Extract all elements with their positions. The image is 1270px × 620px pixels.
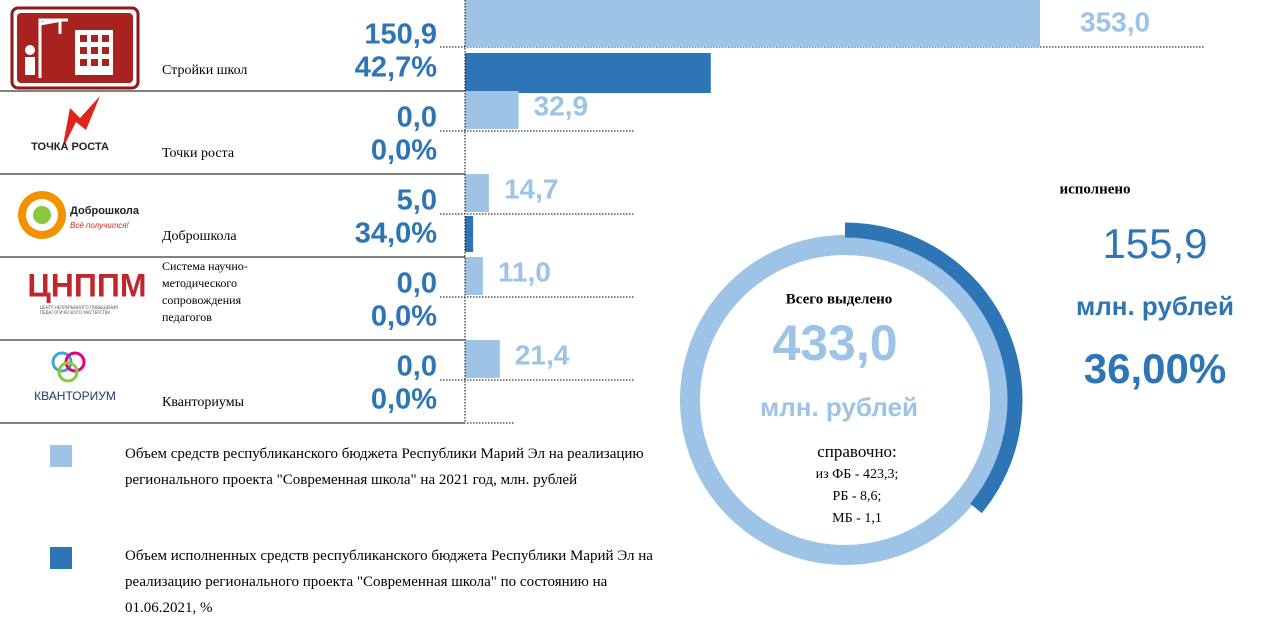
percent-label: 42,7%	[355, 52, 437, 84]
logo-tochka: ТОЧКА РОСТА	[31, 96, 109, 153]
value-label-allocated: 14,7	[504, 173, 559, 204]
legend-label: Объем средств республиканского бюджета Р…	[125, 446, 644, 488]
category-label: Система научно-методического сопровожден…	[162, 259, 248, 324]
logo-dobroshkola: Доброшкола Всё получится!	[18, 191, 140, 239]
percent-label: 0,0%	[371, 135, 437, 167]
text-box: Объем средств республиканского бюджета Р…	[125, 446, 644, 488]
note-title: справочно:	[817, 442, 897, 461]
value-label-executed: 0,0	[397, 351, 437, 383]
percent-label: 0,0%	[371, 384, 437, 416]
legend-swatch	[50, 547, 72, 569]
legend-label: Объем исполненных средств республиканско…	[125, 548, 653, 616]
category-label: Доброшкола	[162, 229, 237, 244]
category-label: Стройки школ	[162, 63, 248, 78]
logo-school	[10, 6, 140, 90]
arc-executed	[844, 222, 1023, 514]
logo-text: ТОЧКА РОСТА	[31, 141, 109, 153]
category-label: Кванториумы	[162, 395, 244, 410]
category-label: Точки роста	[162, 146, 235, 161]
bar-allocated	[465, 257, 483, 295]
logo-text: КВАНТОРИУМ	[34, 389, 116, 403]
text-box: Кванториумы	[162, 395, 244, 410]
bar-allocated	[465, 0, 1040, 47]
logo-text: Доброшкола	[70, 205, 140, 217]
executed-label: 155,9	[1102, 220, 1207, 267]
percent-label: 0,0%	[371, 301, 437, 333]
executed-unit: млн. рублей	[1076, 291, 1234, 321]
value-label-allocated: 11,0	[498, 256, 551, 287]
text-box: Система научно-методического сопровожден…	[162, 259, 248, 324]
value-label-executed: 5,0	[397, 185, 437, 217]
bar-allocated	[465, 340, 500, 378]
value-label-executed: 0,0	[397, 102, 437, 134]
value-label-allocated: 21,4	[515, 339, 570, 370]
bar-executed	[465, 216, 474, 252]
note-line: РБ - 8,6;	[833, 489, 882, 504]
logo-subtitle: ЦЕНТР НЕПРЕРЫВНОГО ПОВЫШЕНИЯ ПЕДАГОГИЧЕС…	[40, 305, 118, 315]
value-label-executed: 0,0	[397, 268, 437, 300]
total-label: 433,0	[772, 315, 897, 371]
logo-cnppm: ЦНППМ ЦЕНТР НЕПРЕРЫВНОГО ПОВЫШЕНИЯ ПЕДАГ…	[27, 267, 146, 315]
donut-title: Всего выделено	[786, 291, 892, 307]
text-box: Точки роста	[162, 146, 235, 161]
logo-text: ЦНППМ	[27, 267, 146, 303]
value-label-executed: 150,9	[364, 19, 437, 51]
value-label-allocated: 353,0	[1080, 6, 1150, 37]
executed-title: исполнено	[1059, 181, 1130, 197]
percent-label: 36,00%	[1084, 345, 1226, 392]
ring-total	[680, 235, 1010, 565]
percent-label: 34,0%	[355, 218, 437, 250]
value-label-allocated: 32,9	[534, 90, 589, 121]
bar-executed	[465, 53, 711, 93]
bar-allocated	[465, 91, 519, 129]
logo-slogan: Всё получится!	[70, 221, 130, 230]
bar-allocated	[465, 174, 489, 212]
total-unit: млн. рублей	[760, 392, 918, 422]
legend-swatch	[50, 445, 72, 467]
note-line: из ФБ - 423,3;	[816, 467, 899, 482]
text-box: Доброшкола	[162, 229, 237, 244]
note-line: МБ - 1,1	[832, 511, 882, 526]
text-box: Стройки школ	[162, 63, 248, 78]
logo-kvantorium: КВАНТОРИУМ	[34, 351, 116, 403]
text-box: Объем исполненных средств республиканско…	[125, 548, 653, 616]
